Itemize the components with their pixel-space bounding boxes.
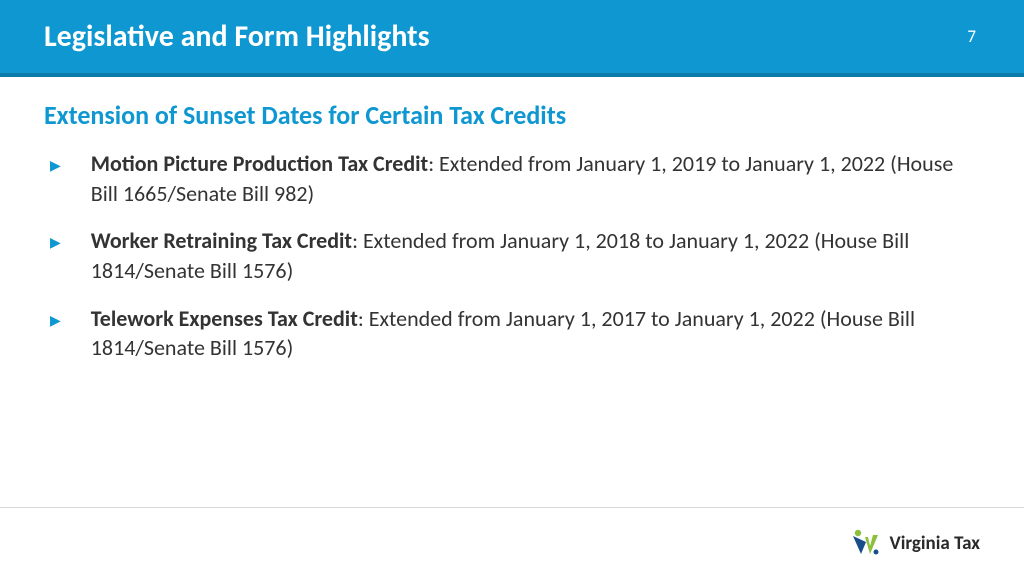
bullet-text: Telework Expenses Tax Credit: Extended f…: [91, 304, 980, 363]
list-item: ▶ Worker Retraining Tax Credit: Extended…: [50, 226, 980, 285]
bullet-marker-icon: ▶: [50, 312, 61, 331]
bullet-marker-icon: ▶: [50, 157, 61, 176]
bullet-list: ▶ Motion Picture Production Tax Credit: …: [44, 149, 980, 363]
bullet-text: Worker Retraining Tax Credit: Extended f…: [91, 226, 980, 285]
list-item: ▶ Telework Expenses Tax Credit: Extended…: [50, 304, 980, 363]
logo-text: Virginia Tax: [889, 532, 980, 555]
slide-content: Extension of Sunset Dates for Certain Ta…: [0, 77, 1024, 363]
logo-mark-icon: [851, 528, 881, 558]
page-number: 7: [967, 26, 976, 47]
page-title: Legislative and Form Highlights: [44, 18, 430, 55]
subtitle: Extension of Sunset Dates for Certain Ta…: [44, 99, 980, 131]
footer-divider: [0, 507, 1024, 508]
slide-header: Legislative and Form Highlights 7: [0, 0, 1024, 77]
bullet-marker-icon: ▶: [50, 234, 61, 253]
list-item: ▶ Motion Picture Production Tax Credit: …: [50, 149, 980, 208]
footer-logo: Virginia Tax: [851, 528, 980, 558]
bullet-text: Motion Picture Production Tax Credit: Ex…: [91, 149, 980, 208]
